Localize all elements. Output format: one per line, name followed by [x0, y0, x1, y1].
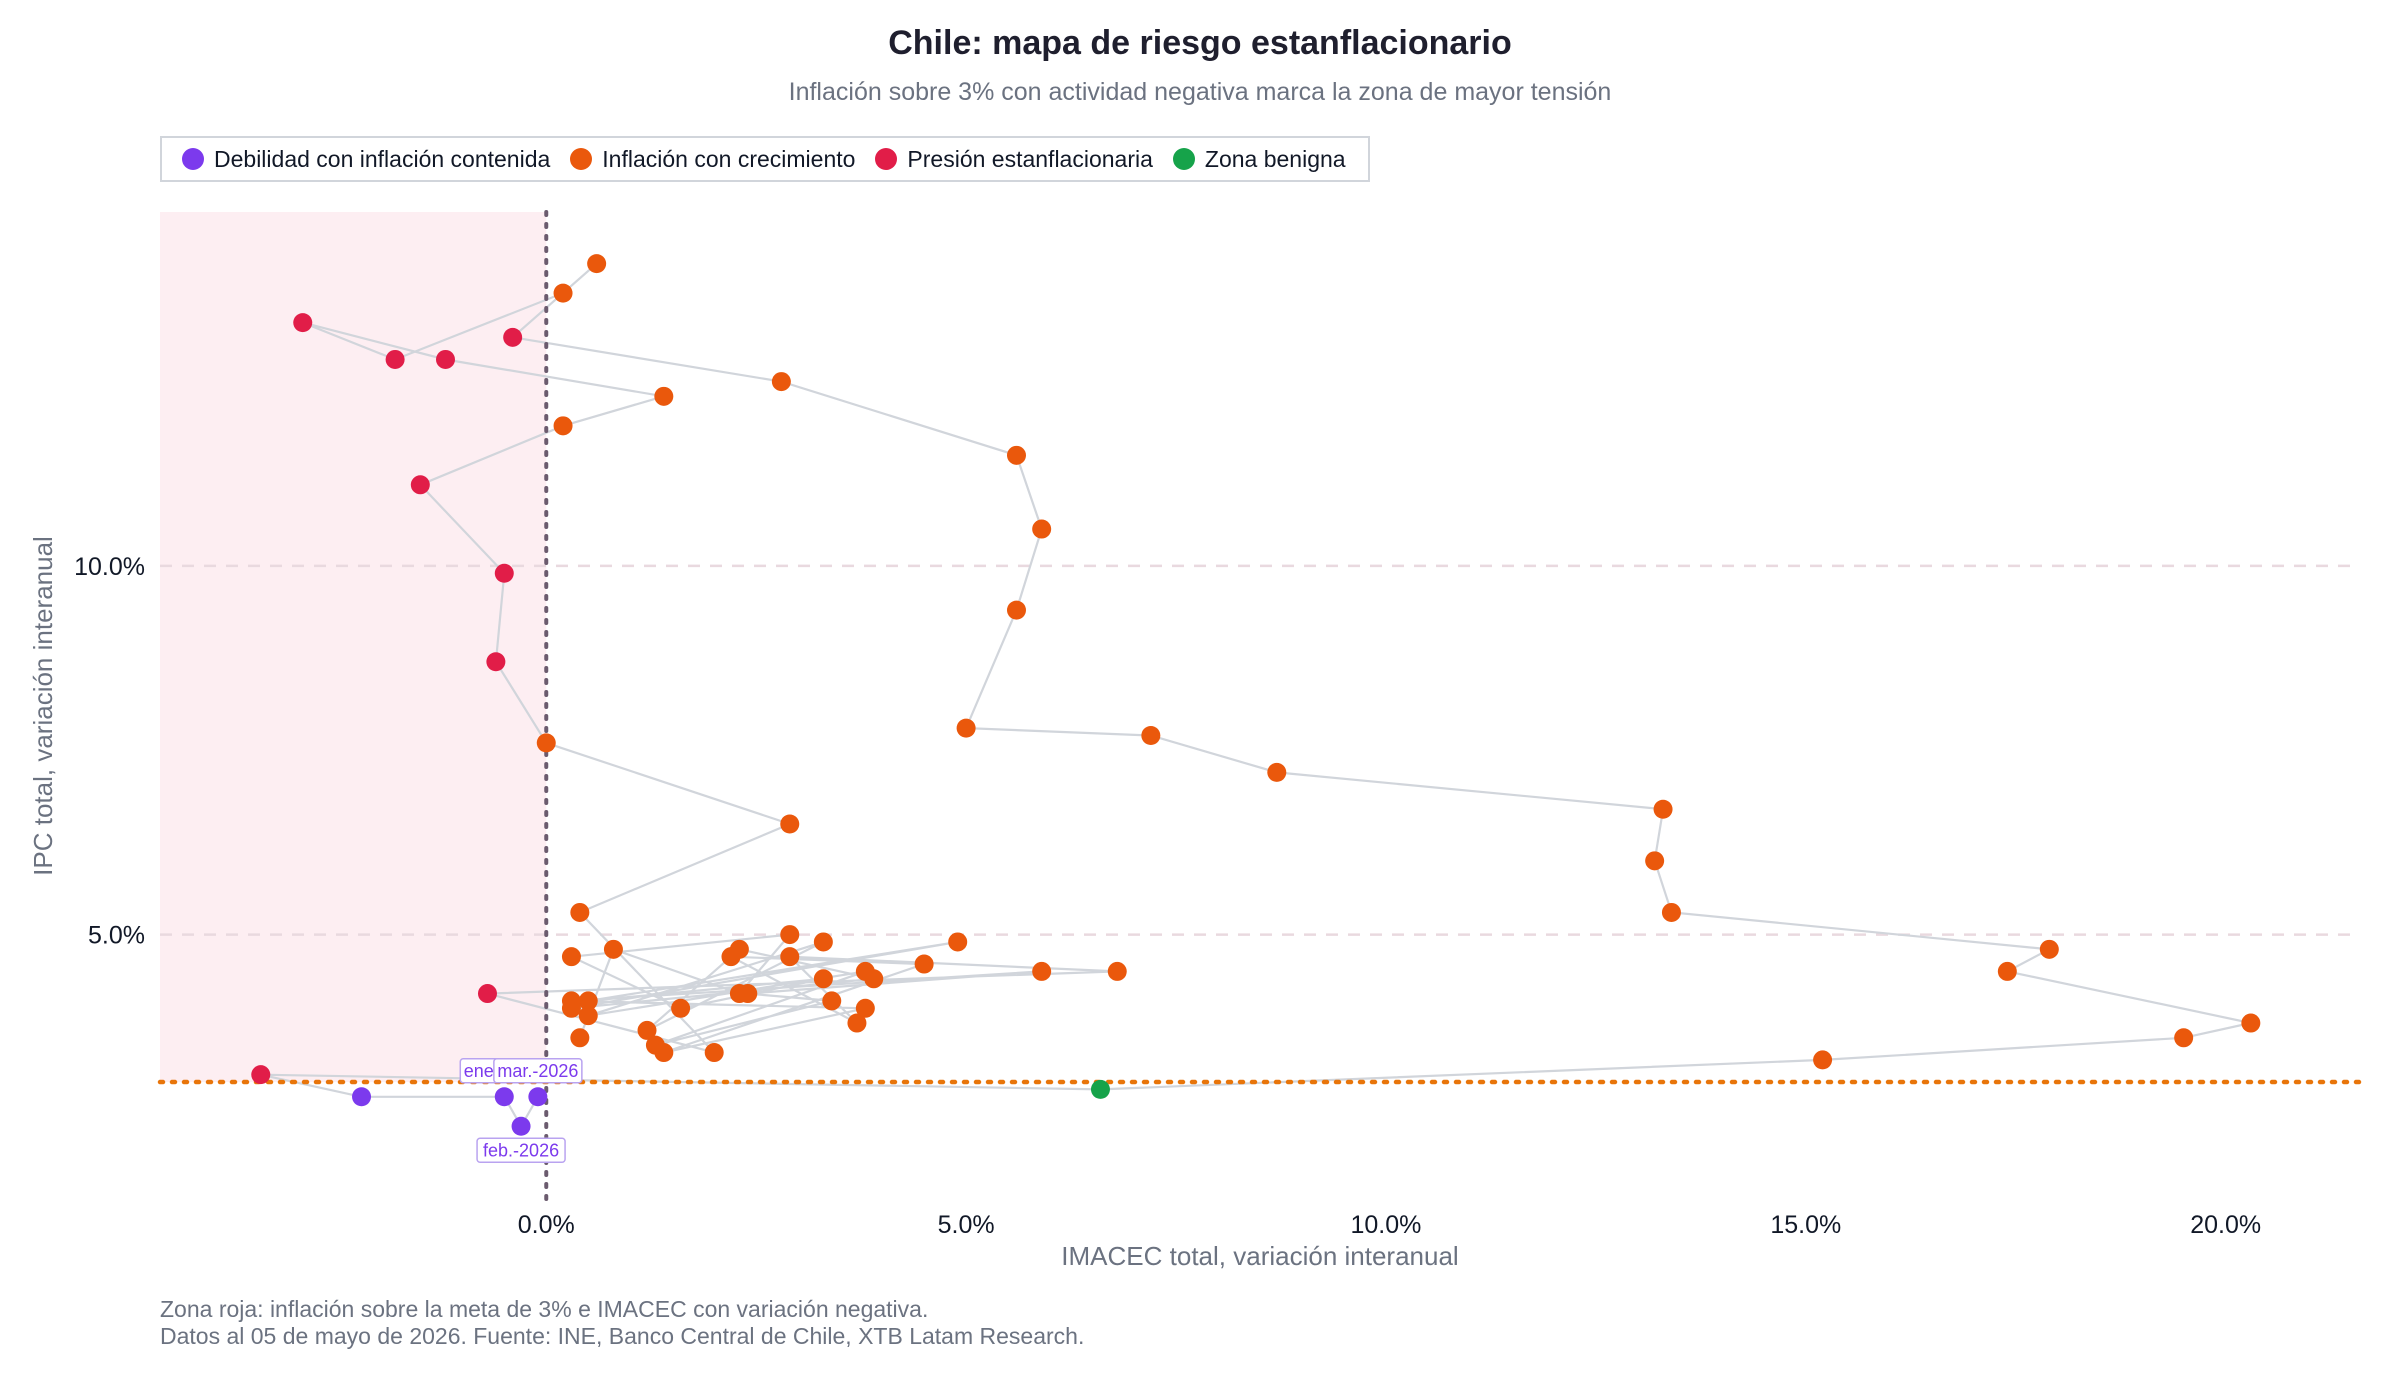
legend-label-debilidad: Debilidad con inflación contenida — [214, 145, 551, 172]
data-point-crecimiento — [637, 1020, 657, 1040]
data-point-crecimiento — [1661, 902, 1681, 922]
data-point-crecimiento — [603, 939, 623, 959]
chart-legend: Debilidad con inflación contenida Inflac… — [160, 136, 1370, 182]
data-point-crecimiento — [721, 947, 741, 967]
legend-item-crecimiento: Inflación con crecimiento — [570, 146, 855, 173]
data-point-presion — [410, 475, 430, 495]
data-point-presion — [251, 1065, 271, 1085]
point-label-box — [476, 1137, 566, 1164]
stagflation-zone — [160, 212, 547, 1083]
legend-item-debilidad: Debilidad con inflación contenida — [182, 146, 550, 173]
data-point-debilidad — [528, 1087, 548, 1107]
data-point-crecimiento — [553, 416, 573, 436]
legend-label-presion: Presión estanflacionaria — [907, 145, 1153, 172]
point-label: mar.-2026 — [497, 1061, 578, 1081]
data-point-crecimiento — [956, 718, 976, 738]
legend-item-presion: Presión estanflacionaria — [875, 145, 1153, 173]
data-point-crecimiento — [2174, 1028, 2194, 1048]
y-tick-label: 5.0% — [88, 922, 145, 950]
legend-swatch-benigna — [1172, 148, 1195, 170]
data-point-crecimiento — [855, 961, 875, 981]
data-point-crecimiento — [771, 372, 791, 392]
data-point-crecimiento — [704, 1043, 724, 1063]
data-point-crecimiento — [1107, 961, 1127, 981]
data-point-presion — [293, 313, 313, 333]
x-axis-title: IMACEC total, variación interanual — [1061, 1241, 1458, 1271]
x-tick-label: 0.0% — [518, 1211, 575, 1239]
x-tick-label: 15.0% — [1770, 1211, 1841, 1239]
data-point-crecimiento — [1813, 1050, 1833, 1070]
point-label: feb.-2026 — [483, 1140, 559, 1160]
data-point-crecimiento — [1032, 519, 1052, 539]
x-tick-label: 10.0% — [1351, 1211, 1422, 1239]
data-point-crecimiento — [1653, 799, 1673, 819]
data-point-presion — [385, 349, 405, 369]
legend-label-crecimiento: Inflación con crecimiento — [602, 145, 856, 172]
data-point-crecimiento — [780, 947, 800, 967]
data-point-crecimiento — [536, 733, 556, 753]
data-point-crecimiento — [1006, 445, 1026, 465]
data-point-crecimiento — [2241, 1013, 2261, 1033]
chart-subtitle: Inflación sobre 3% con actividad negativ… — [788, 78, 1612, 106]
data-point-crecimiento — [948, 932, 968, 952]
data-point-crecimiento — [847, 1013, 867, 1033]
data-point-crecimiento — [587, 254, 607, 274]
data-point-crecimiento — [654, 1043, 674, 1063]
data-point-crecimiento — [671, 998, 691, 1018]
data-point-crecimiento — [1645, 851, 1665, 871]
data-point-crecimiento — [780, 814, 800, 834]
data-point-crecimiento — [578, 1006, 598, 1026]
data-point-debilidad — [494, 1087, 514, 1107]
data-point-crecimiento — [1032, 961, 1052, 981]
data-point-debilidad — [511, 1116, 531, 1136]
data-point-debilidad — [352, 1087, 372, 1107]
y-axis-title: IPC total, variación interanual — [28, 536, 58, 876]
footnote-zone: Zona roja: inflación sobre la meta de 3%… — [160, 1296, 929, 1322]
data-point-presion — [477, 984, 497, 1004]
legend-swatch-presion — [875, 148, 898, 170]
data-point-crecimiento — [1141, 725, 1161, 745]
data-point-crecimiento — [561, 991, 581, 1011]
series-path — [260, 262, 2252, 1129]
data-point-crecimiento — [1267, 762, 1287, 782]
data-point-crecimiento — [813, 969, 833, 989]
data-point-crecimiento — [561, 947, 581, 967]
data-point-presion — [494, 563, 514, 583]
data-point-crecimiento — [570, 1028, 590, 1048]
x-tick-label: 20.0% — [2190, 1211, 2261, 1239]
legend-item-benigna: Zona benigna — [1172, 145, 1346, 173]
data-point-crecimiento — [654, 386, 674, 406]
chart-title: Chile: mapa de riesgo estanflacionario — [888, 24, 1512, 62]
data-point-benigna — [1090, 1079, 1110, 1099]
data-point-presion — [435, 349, 455, 369]
data-point-crecimiento — [855, 998, 875, 1018]
data-point-crecimiento — [780, 925, 800, 945]
data-point-crecimiento — [1997, 961, 2017, 981]
data-point-crecimiento — [1006, 600, 1026, 620]
data-point-crecimiento — [822, 991, 842, 1011]
legend-swatch-debilidad — [182, 148, 204, 170]
legend-label-benigna: Zona benigna — [1204, 145, 1346, 172]
data-point-crecimiento — [2039, 939, 2059, 959]
point-label-box — [493, 1058, 583, 1084]
legend-swatch-crecimiento — [570, 148, 593, 170]
data-point-presion — [503, 327, 523, 347]
data-point-crecimiento — [738, 984, 758, 1004]
y-tick-label: 10.0% — [74, 553, 145, 581]
data-point-crecimiento — [813, 932, 833, 952]
data-point-presion — [486, 652, 506, 672]
data-point-crecimiento — [914, 954, 934, 974]
data-point-crecimiento — [553, 283, 573, 303]
data-point-crecimiento — [578, 991, 598, 1011]
data-point-crecimiento — [570, 902, 590, 922]
x-tick-label: 5.0% — [938, 1211, 995, 1239]
footnote-source: Datos al 05 de mayo de 2026. Fuente: INE… — [160, 1323, 1085, 1349]
